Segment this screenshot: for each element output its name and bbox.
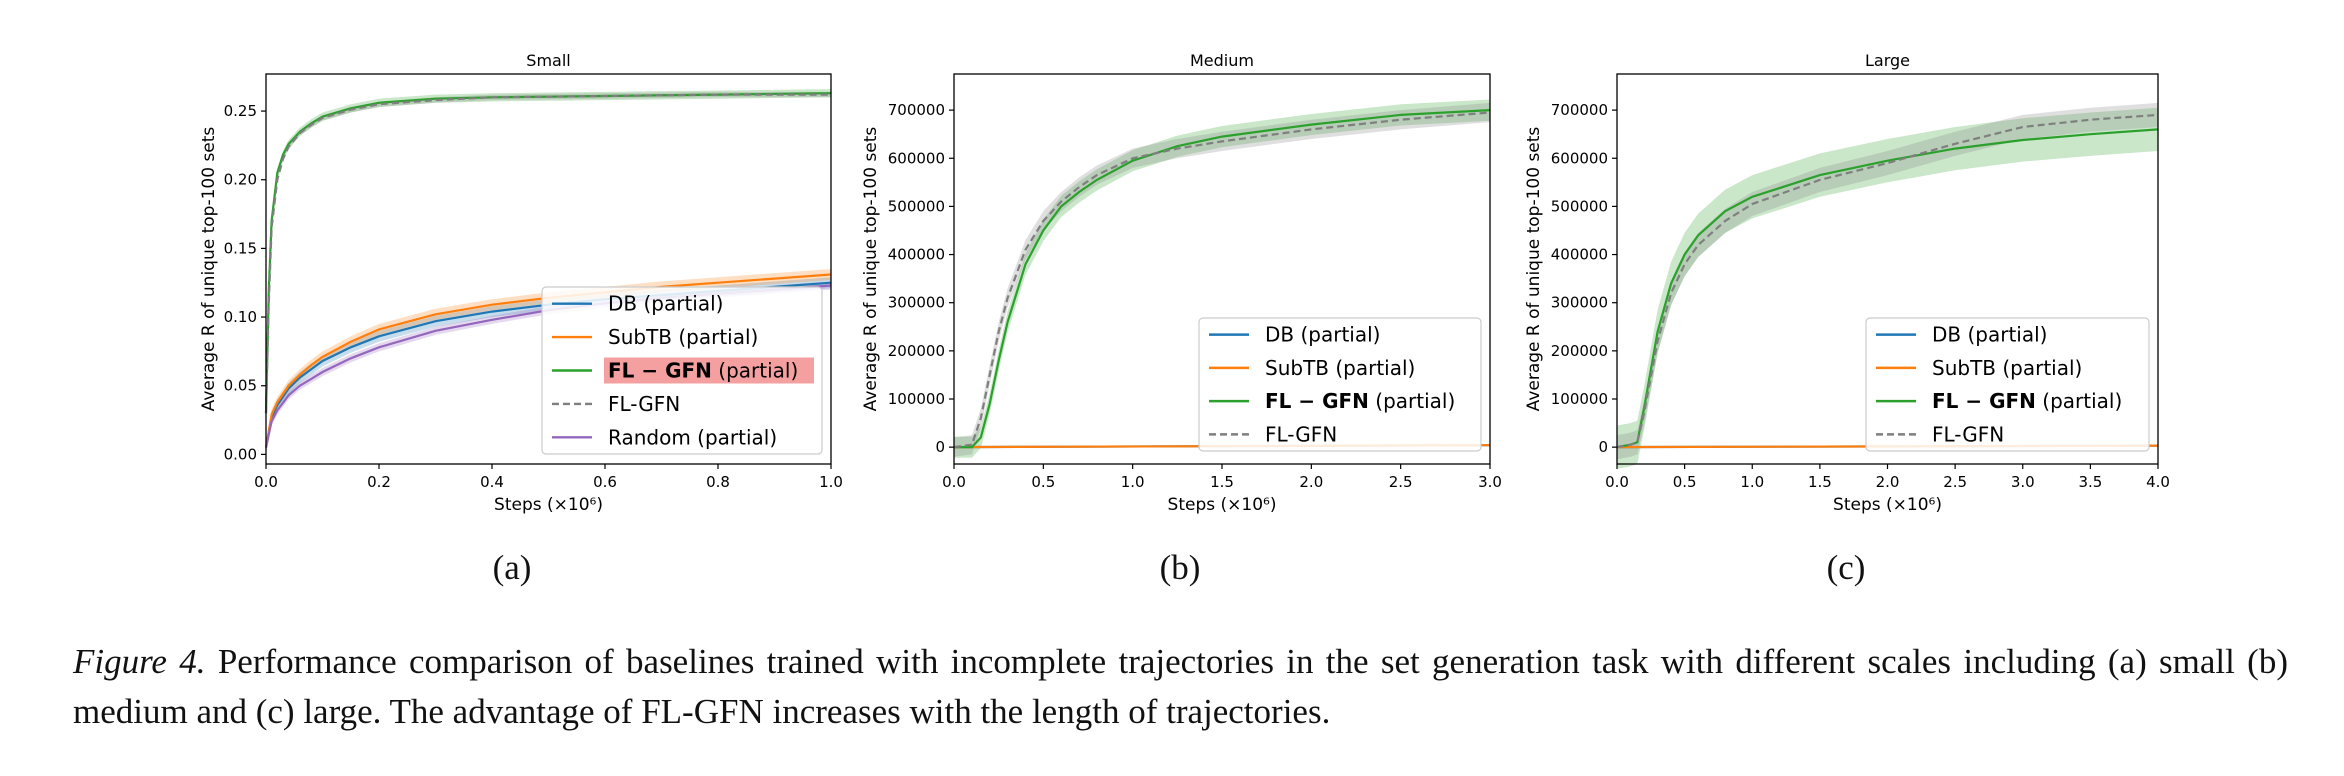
band-fl-gfn	[1617, 102, 2158, 460]
legend: DB (partial) SubTB (partial) FL − GFN (par…	[1865, 317, 2150, 452]
x-tick-label: 1.5	[1210, 473, 1234, 491]
chart-title: Small	[526, 51, 570, 70]
legend-label-db-partial: DB (partial)	[1265, 323, 1380, 347]
band-fl-gfn-partial	[954, 99, 1490, 458]
panel-label-b: (b)	[1159, 548, 1201, 587]
x-tick-label: 3.5	[2078, 473, 2102, 491]
y-tick-label: 600000	[888, 149, 945, 167]
legend-box	[1865, 317, 2150, 452]
y-tick-label: 600000	[1551, 149, 1608, 167]
x-tick-label: 0.5	[1673, 473, 1697, 491]
x-tick-label: 2.5	[1943, 473, 1967, 491]
x-tick-label: 4.0	[2146, 473, 2170, 491]
legend-label-random-partial: Random (partial)	[608, 425, 777, 449]
caption-label: Figure 4.	[73, 642, 206, 681]
chart-large: 0.0 0.5 1.0 1.5 2.0 2.5 3.0 3.5 4.0 0 100000 200000…	[1524, 51, 2170, 515]
y-tick-label: 400000	[888, 246, 945, 264]
legend-label-fl-gfn-partial: FL − GFN (partial)	[1265, 389, 1455, 413]
panel-label-a: (a)	[492, 548, 532, 587]
y-tick-label: 400000	[1551, 246, 1608, 264]
y-tick-label: 200000	[1551, 342, 1608, 360]
legend-label-fl-gfn: FL-GFN	[1265, 422, 1337, 446]
figure-caption: Figure 4. Performance comparison of base…	[73, 637, 2288, 737]
y-tick-label: 500000	[1551, 197, 1608, 215]
y-tick-label: 0.10	[224, 308, 257, 326]
legend-label-fl-gfn-partial: FL − GFN (partial)	[608, 359, 798, 383]
y-tick-label: 500000	[888, 197, 945, 215]
legend-label-subtb-partial: SubTB (partial)	[1265, 356, 1415, 380]
legend-label-fl-gfn-partial: FL − GFN (partial)	[1932, 389, 2122, 413]
series-line-fl-gfn	[953, 111, 1491, 449]
x-tick-label: 0.0	[254, 473, 278, 491]
legend: DB (partial) SubTB (partial) FL − GFN (par…	[1198, 317, 1482, 452]
x-tick-label: 3.0	[2011, 473, 2035, 491]
x-tick-label: 0.4	[480, 473, 504, 491]
x-tick-label: 2.0	[1876, 473, 1900, 491]
caption-text: Performance comparison of baselines trai…	[73, 642, 2288, 731]
legend-label-subtb-partial: SubTB (partial)	[1932, 356, 2082, 380]
y-tick-label: 300000	[1551, 294, 1608, 312]
legend-label-fl-gfn: FL-GFN	[1932, 422, 2004, 446]
y-tick-label: 100000	[888, 390, 945, 408]
x-tick-label: 0.8	[706, 473, 730, 491]
x-tick-label: 0.6	[593, 473, 617, 491]
legend-label-fl-gfn: FL-GFN	[608, 392, 680, 416]
x-tick-label: 1.0	[1740, 473, 1764, 491]
y-tick-label: 0	[935, 438, 945, 456]
y-tick-label: 0.20	[224, 171, 257, 189]
x-tick-label: 1.0	[819, 473, 843, 491]
x-tick-label: 0.0	[1605, 473, 1629, 491]
x-tick-label: 2.5	[1389, 473, 1413, 491]
legend-box	[1198, 317, 1482, 452]
y-tick-label: 0.25	[224, 102, 257, 120]
y-axis-label: Average R of unique top-100 sets	[861, 127, 881, 412]
y-tick-label: 200000	[888, 342, 945, 360]
y-tick-label: 0.05	[224, 377, 257, 395]
panel-label-c: (c)	[1826, 548, 1866, 587]
series-line-subtb-partial	[264, 273, 832, 448]
y-tick-label: 100000	[1551, 390, 1608, 408]
y-tick-label: 700000	[1551, 101, 1608, 119]
x-tick-label: 0.0	[942, 473, 966, 491]
y-tick-label: 0	[1598, 438, 1608, 456]
legend-highlight	[604, 357, 814, 384]
legend-label-db-partial: DB (partial)	[1932, 323, 2047, 347]
chart-title: Large	[1865, 51, 1910, 70]
x-tick-label: 0.5	[1031, 473, 1055, 491]
x-axis-label: Steps (×10⁶)	[494, 495, 603, 515]
y-tick-label: 700000	[888, 101, 945, 119]
series-line-fl-gfn	[1616, 113, 2159, 449]
series-line-fl-gfn	[264, 93, 831, 414]
legend-label-db-partial: DB (partial)	[608, 292, 723, 316]
y-tick-label: 0.15	[224, 239, 257, 257]
legend: DB (partial) SubTB (partial) FL − GFN (par…	[541, 286, 823, 455]
chart-medium: 0.0 0.5 1.0 1.5 2.0 2.5 3.0 0 100000 200000 300000…	[861, 51, 1502, 515]
x-tick-label: 3.0	[1478, 473, 1502, 491]
y-axis-label: Average R of unique top-100 sets	[199, 127, 219, 412]
x-tick-label: 1.0	[1121, 473, 1145, 491]
legend-label-subtb-partial: SubTB (partial)	[608, 325, 758, 349]
chart-title: Medium	[1190, 51, 1254, 70]
y-tick-label: 0.00	[224, 445, 257, 463]
y-axis-label: Average R of unique top-100 sets	[1524, 127, 1544, 412]
x-tick-label: 2.0	[1299, 473, 1323, 491]
chart-small: 0.0 0.2 0.4 0.6 0.8 1.0 0.00 0.05 0.10 0.15 0.20 0.…	[199, 51, 843, 515]
x-axis-label: Steps (×10⁶)	[1168, 495, 1277, 515]
series-line-fl-gfn-partial	[954, 109, 1491, 449]
x-tick-label: 0.2	[367, 473, 391, 491]
x-tick-label: 1.5	[1808, 473, 1832, 491]
x-axis-label: Steps (×10⁶)	[1833, 495, 1942, 515]
plot-frame	[265, 73, 832, 465]
y-tick-label: 300000	[888, 294, 945, 312]
